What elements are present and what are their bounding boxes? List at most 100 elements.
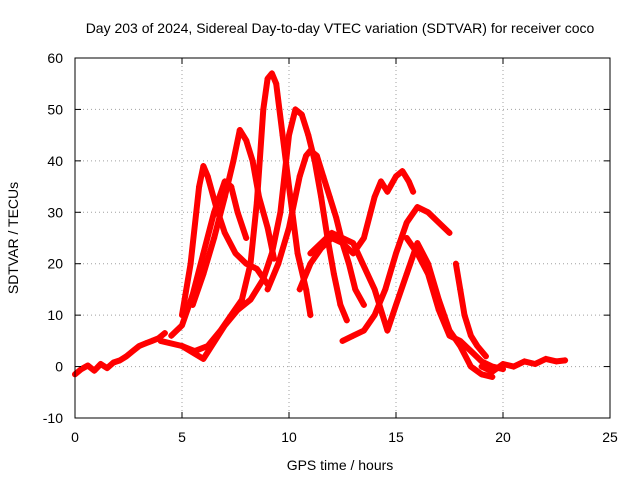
- x-tick-label: 15: [388, 429, 404, 445]
- data-point: [414, 250, 421, 257]
- data-point: [333, 214, 340, 221]
- x-tick-label: 0: [71, 429, 79, 445]
- y-tick-label: 60: [47, 50, 63, 66]
- data-point: [228, 183, 235, 190]
- series-trace: [264, 147, 367, 308]
- data-point: [200, 271, 207, 277]
- series-arc-peak-31: [339, 204, 453, 344]
- data-point: [467, 332, 474, 339]
- x-tick-label: 20: [495, 429, 511, 445]
- data-point: [179, 343, 185, 349]
- data-point: [277, 209, 284, 216]
- data-point: [371, 286, 378, 293]
- data-point: [403, 271, 410, 277]
- data-point: [360, 301, 367, 308]
- series-arc-mid-36: [168, 178, 250, 339]
- data-point: [232, 250, 239, 257]
- y-axis-label: SDTVAR / TECUs: [5, 182, 21, 294]
- series-arc-peak-46: [189, 127, 278, 308]
- data-point: [435, 219, 442, 226]
- data-point: [489, 368, 496, 375]
- data-point: [161, 330, 168, 337]
- series-arc-decay-late: [307, 229, 496, 380]
- data-point: [296, 173, 303, 180]
- data-point: [307, 250, 314, 257]
- y-tick-label: -10: [43, 410, 63, 426]
- data-point: [330, 271, 337, 277]
- data-point: [371, 193, 378, 200]
- data-point: [521, 358, 528, 365]
- data-point: [286, 132, 292, 139]
- data-point: [275, 260, 282, 267]
- data-point: [84, 362, 91, 369]
- data-point: [382, 286, 389, 293]
- data-point: [457, 286, 464, 293]
- data-point: [123, 353, 130, 360]
- data-point: [234, 307, 241, 313]
- y-tick-label: 0: [55, 359, 63, 375]
- data-point: [157, 337, 164, 344]
- data-point: [279, 132, 286, 139]
- data-point: [452, 260, 459, 267]
- data-point: [500, 361, 506, 367]
- data-point: [238, 296, 245, 303]
- data-point: [286, 224, 292, 231]
- data-point: [393, 250, 399, 257]
- data-point: [553, 358, 560, 365]
- series-arc-peak-42: [264, 147, 367, 308]
- data-point: [371, 312, 378, 319]
- data-point: [384, 188, 391, 195]
- data-point: [243, 137, 250, 144]
- y-tick-labels: -10 0 10 20 30 40 50 60: [43, 50, 63, 426]
- data-point: [200, 163, 207, 169]
- data-point: [482, 353, 489, 360]
- data-point: [264, 281, 271, 288]
- data-point: [378, 178, 385, 185]
- data-point: [403, 235, 410, 241]
- data-point: [264, 75, 271, 82]
- data-point: [313, 152, 320, 159]
- data-point: [532, 361, 539, 367]
- data-point: [562, 357, 569, 364]
- data-point: [221, 193, 228, 200]
- data-point: [200, 250, 207, 257]
- data-point: [425, 271, 432, 277]
- data-point: [298, 111, 305, 118]
- x-tick-labels: 0 5 10 15 20 25: [71, 429, 618, 445]
- data-point: [264, 224, 271, 231]
- data-point: [467, 363, 474, 370]
- data-point: [110, 359, 117, 366]
- data-point: [461, 312, 468, 319]
- data-point: [326, 193, 333, 200]
- data-point: [399, 168, 406, 175]
- data-point: [247, 296, 254, 303]
- data-point: [393, 173, 399, 180]
- data-point: [149, 337, 156, 344]
- data-point: [360, 235, 367, 241]
- series-arc-peak-38: [296, 168, 417, 293]
- data-point: [478, 363, 485, 370]
- y-tick-label: 10: [47, 307, 63, 323]
- data-point: [393, 301, 399, 308]
- data-point: [305, 132, 312, 139]
- data-point: [221, 322, 228, 329]
- data-point: [414, 240, 421, 247]
- data-point: [318, 193, 325, 200]
- series-trace: [72, 330, 168, 378]
- series-trace: [452, 260, 489, 360]
- data-point: [253, 265, 260, 272]
- series-arc-baseline-early: [72, 330, 168, 378]
- data-point: [478, 358, 485, 365]
- chart-title: Day 203 of 2024, Sidereal Day-to-day VTE…: [86, 20, 595, 36]
- data-point: [271, 255, 278, 262]
- data-point: [294, 250, 301, 257]
- data-point: [243, 235, 250, 241]
- data-point: [350, 240, 357, 247]
- x-tick-label: 10: [281, 429, 297, 445]
- data-point: [446, 332, 453, 339]
- data-point: [243, 260, 250, 267]
- series-arc-fall-17: [403, 235, 506, 373]
- data-point: [352, 286, 359, 293]
- data-point: [303, 152, 310, 159]
